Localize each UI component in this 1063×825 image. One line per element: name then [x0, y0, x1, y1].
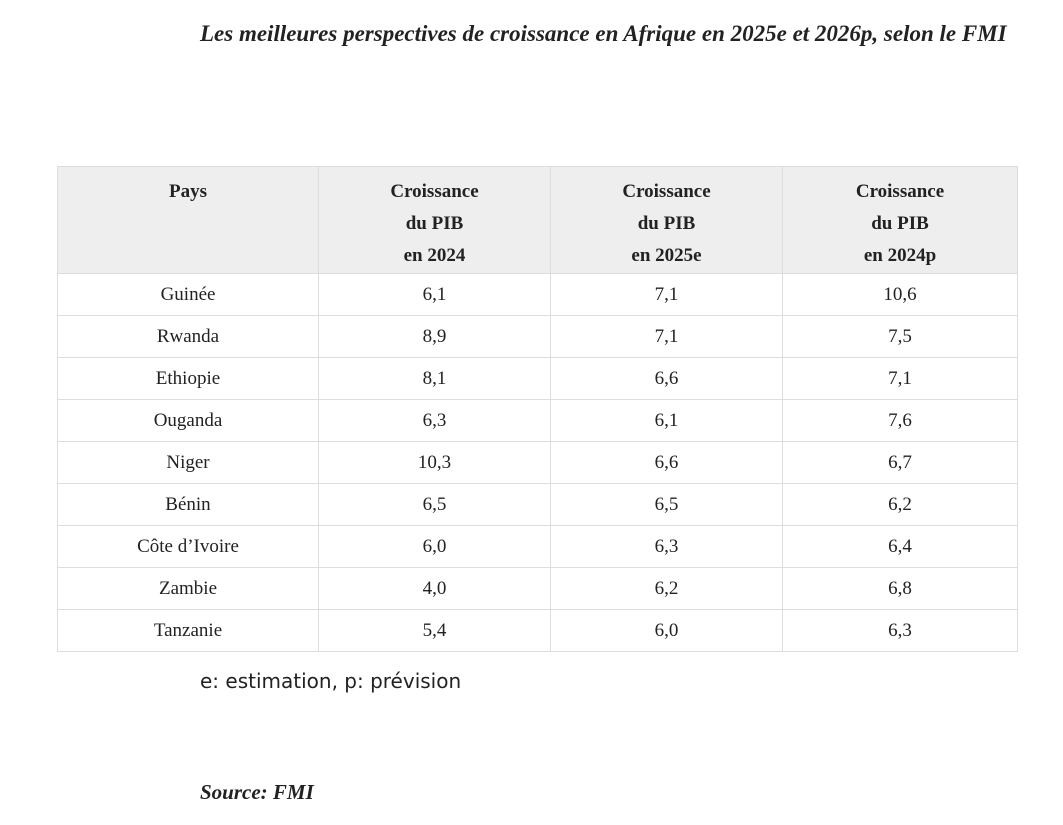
cell-growth-2024p: 6,7	[782, 441, 1018, 484]
cell-growth-2024p: 7,1	[782, 357, 1018, 400]
cell-growth-2025e: 7,1	[550, 273, 783, 316]
header-line: du PIB	[405, 213, 464, 234]
header-growth-2025e: Croissance du PIB en 2025e	[550, 166, 783, 274]
cell-growth-2024p: 7,5	[782, 315, 1018, 358]
header-line: Croissance	[622, 181, 711, 202]
source-credit: Source: FMI	[200, 780, 314, 804]
cell-growth-2024: 6,5	[318, 483, 551, 526]
cell-growth-2024: 5,4	[318, 609, 551, 652]
header-line: Pays	[169, 181, 207, 202]
cell-growth-2024p: 6,4	[782, 525, 1018, 568]
document-title: Les meilleures perspectives de croissanc…	[200, 21, 1007, 46]
table-row: Côte d’Ivoire 6,0 6,3 6,4	[57, 525, 1018, 568]
cell-country: Côte d’Ivoire	[57, 525, 319, 568]
cell-growth-2024p: 6,2	[782, 483, 1018, 526]
cell-country: Niger	[57, 441, 319, 484]
header-line: Croissance	[855, 181, 945, 202]
cell-country: Bénin	[57, 483, 319, 526]
cell-country: Zambie	[57, 567, 319, 610]
header-pays: Pays	[57, 166, 319, 274]
cell-growth-2024p: 6,8	[782, 567, 1018, 610]
cell-growth-2025e: 6,6	[550, 441, 783, 484]
cell-growth-2025e: 6,0	[550, 609, 783, 652]
cell-growth-2025e: 7,1	[550, 315, 783, 358]
table-row: Rwanda 8,9 7,1 7,5	[57, 315, 1018, 358]
cell-growth-2024p: 6,3	[782, 609, 1018, 652]
header-line: en 2025e	[631, 245, 702, 266]
growth-table: Pays Croissance du PIB en 2024 Croissanc…	[57, 166, 1018, 652]
header-line: Croissance	[390, 181, 479, 202]
cell-growth-2024p: 7,6	[782, 399, 1018, 442]
table-row: Bénin 6,5 6,5 6,2	[57, 483, 1018, 526]
header-line: en 2024	[403, 245, 466, 266]
table-row: Guinée 6,1 7,1 10,6	[57, 273, 1018, 316]
cell-growth-2025e: 6,1	[550, 399, 783, 442]
table-row: Niger 10,3 6,6 6,7	[57, 441, 1018, 484]
cell-growth-2024: 6,1	[318, 273, 551, 316]
cell-growth-2024: 6,3	[318, 399, 551, 442]
cell-country: Ouganda	[57, 399, 319, 442]
cell-growth-2024: 8,1	[318, 357, 551, 400]
table-row: Ethiopie 8,1 6,6 7,1	[57, 357, 1018, 400]
header-growth-2024: Croissance du PIB en 2024	[318, 166, 551, 274]
table-row: Zambie 4,0 6,2 6,8	[57, 567, 1018, 610]
cell-country: Ethiopie	[57, 357, 319, 400]
cell-growth-2024: 4,0	[318, 567, 551, 610]
cell-growth-2025e: 6,2	[550, 567, 783, 610]
header-growth-2024p: Croissance du PIB en 2024p	[782, 166, 1018, 274]
header-line: du PIB	[871, 213, 929, 234]
table-header-row: Pays Croissance du PIB en 2024 Croissanc…	[57, 166, 1018, 274]
cell-country: Tanzanie	[57, 609, 319, 652]
table-note: e: estimation, p: prévision	[200, 669, 462, 693]
cell-growth-2024: 8,9	[318, 315, 551, 358]
cell-growth-2024: 6,0	[318, 525, 551, 568]
cell-growth-2024: 10,3	[318, 441, 551, 484]
table-row: Ouganda 6,3 6,1 7,6	[57, 399, 1018, 442]
cell-growth-2025e: 6,3	[550, 525, 783, 568]
cell-country: Rwanda	[57, 315, 319, 358]
cell-growth-2025e: 6,5	[550, 483, 783, 526]
header-line: en 2024p	[863, 245, 937, 266]
table-row: Tanzanie 5,4 6,0 6,3	[57, 609, 1018, 652]
cell-growth-2025e: 6,6	[550, 357, 783, 400]
header-line: du PIB	[637, 213, 696, 234]
cell-country: Guinée	[57, 273, 319, 316]
cell-growth-2024p: 10,6	[782, 273, 1018, 316]
